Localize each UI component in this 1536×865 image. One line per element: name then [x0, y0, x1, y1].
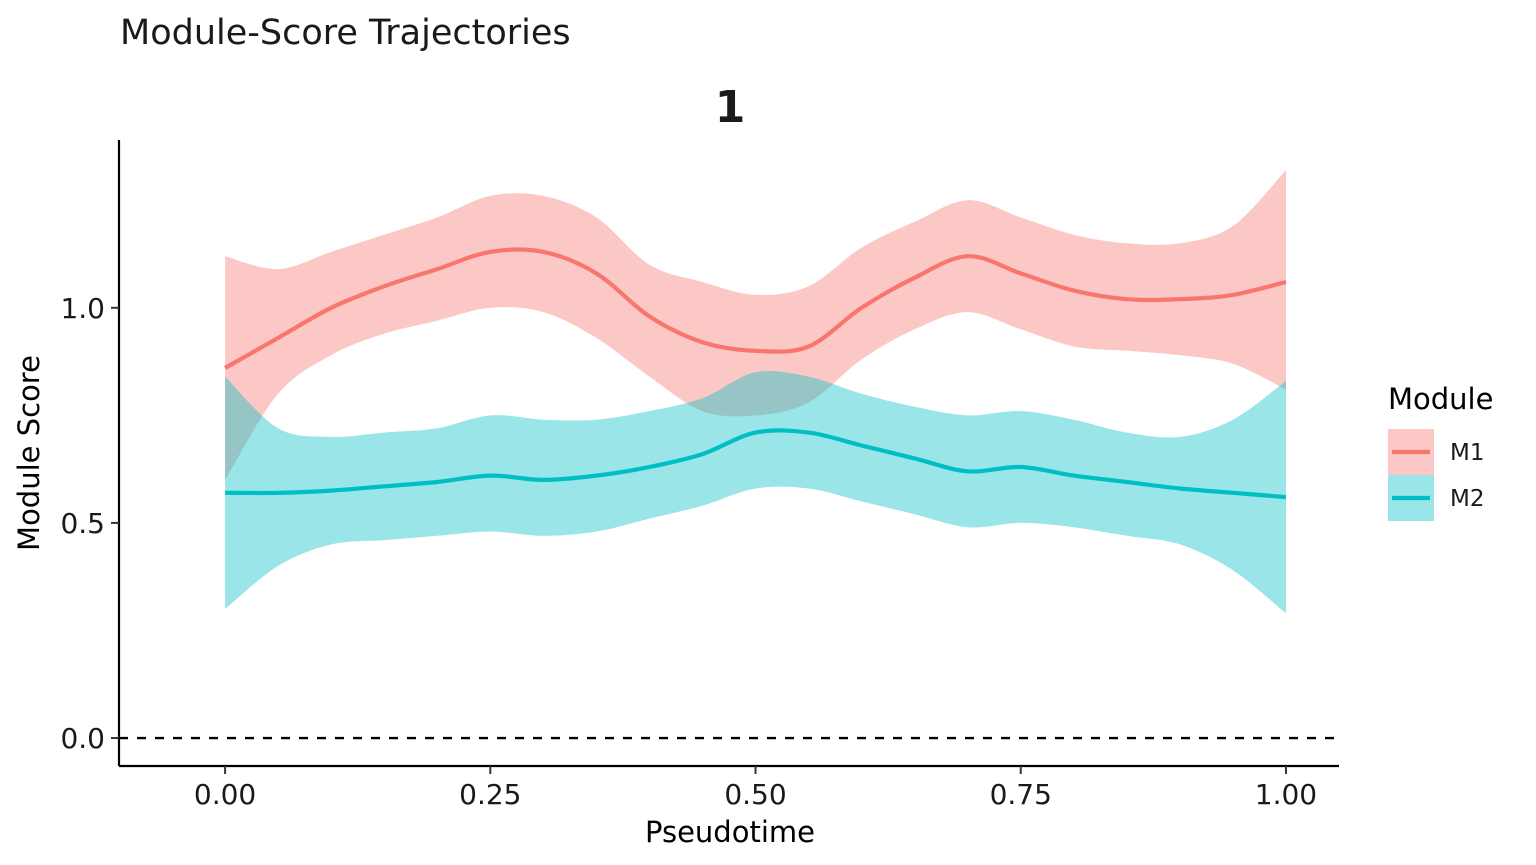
series-line-m2 [225, 428, 1287, 500]
legend-label-m2: M2 [1450, 486, 1484, 512]
y-axis-label: Module Score [12, 355, 46, 551]
legend-label-m1: M1 [1450, 440, 1484, 466]
series-line-m1 [224, 247, 1287, 370]
ribbon-m2 [225, 370, 1287, 614]
chart-title: Module-Score Trajectories [120, 13, 571, 53]
ticks: 0.00 0.25 0.50 0.75 1.00 0.0 0.5 1.0 [60, 292, 1317, 811]
y-tick-label: 0.0 [60, 722, 105, 755]
ribbons [225, 170, 1287, 614]
facet-label: 1 [715, 82, 746, 133]
legend: Module M1 M2 [1388, 382, 1493, 521]
x-axis-label: Pseudotime [645, 815, 815, 849]
x-tick-label: 0.50 [724, 778, 786, 811]
legend-title: Module [1388, 382, 1493, 416]
series-lines [224, 247, 1287, 500]
x-tick-label: 0.00 [194, 778, 256, 811]
ribbon-m1 [225, 170, 1287, 480]
x-tick-label: 0.25 [459, 778, 521, 811]
axes [117, 140, 1339, 768]
y-tick-label: 0.5 [60, 507, 105, 540]
y-tick-label: 1.0 [60, 292, 105, 325]
x-tick-label: 1.00 [1255, 778, 1317, 811]
x-tick-label: 0.75 [990, 778, 1052, 811]
